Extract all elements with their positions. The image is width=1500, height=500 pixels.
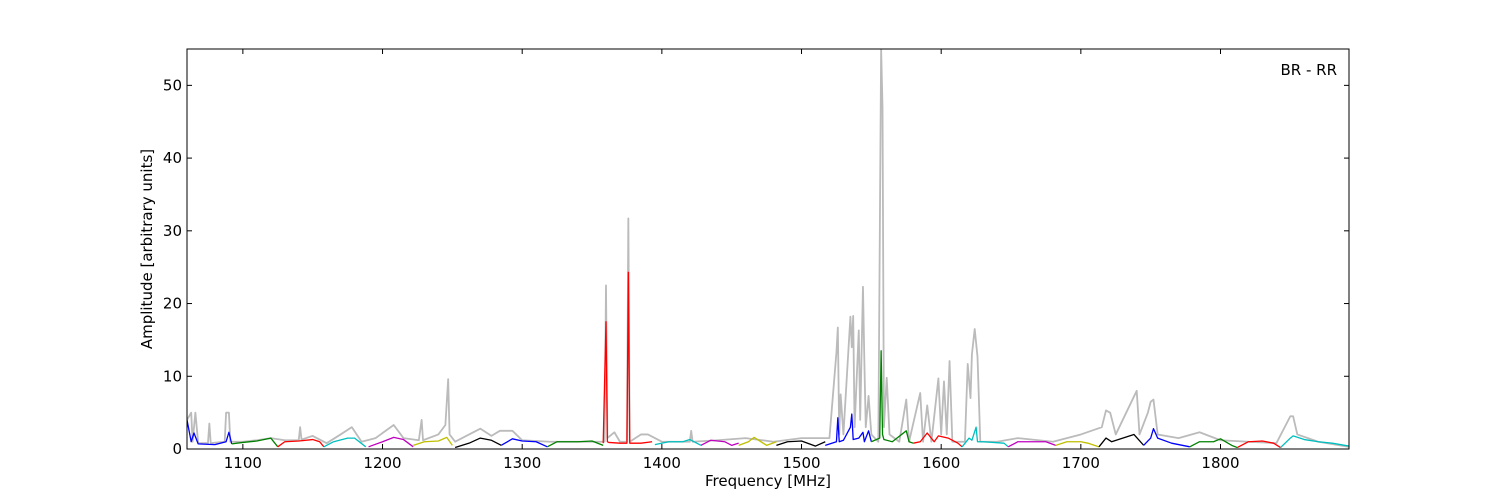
x-tick-label: 1100 <box>224 454 262 472</box>
x-tick-label: 1400 <box>643 454 681 472</box>
y-tick-label: 10 <box>163 367 182 385</box>
series-line <box>187 419 233 446</box>
series-line <box>1189 438 1238 449</box>
series-line <box>738 436 777 447</box>
x-tick-label: 1800 <box>1201 454 1239 472</box>
envelope-line <box>187 49 1349 448</box>
y-tick-label: 30 <box>163 222 182 240</box>
series-line <box>413 436 453 446</box>
series-line <box>231 437 279 448</box>
series-line <box>1098 433 1145 448</box>
series-line <box>500 438 548 448</box>
series-line <box>323 437 367 448</box>
x-tick-label: 1300 <box>503 454 541 472</box>
series-line <box>913 432 963 448</box>
series-line <box>602 271 653 444</box>
series-line <box>1280 435 1349 449</box>
y-tick-label: 20 <box>163 295 182 313</box>
x-tick-label: 1500 <box>782 454 820 472</box>
x-tick-label: 1700 <box>1062 454 1100 472</box>
series-line <box>547 440 604 448</box>
x-tick-label: 1200 <box>363 454 401 472</box>
series-line <box>368 436 414 448</box>
series-line <box>277 438 325 448</box>
y-tick-label: 50 <box>163 76 182 94</box>
annotation: BR - RR <box>1280 61 1337 79</box>
axes-frame <box>186 48 1350 450</box>
x-tick-label: 1600 <box>922 454 960 472</box>
series-line <box>776 440 826 447</box>
series-line <box>961 426 1009 448</box>
plot-area <box>187 49 1349 449</box>
series-line <box>1236 440 1281 449</box>
series-line <box>1143 427 1190 448</box>
series-line <box>1055 441 1100 448</box>
y-tick-label: 0 <box>172 440 182 458</box>
y-tick-label: 40 <box>163 149 182 167</box>
series-line <box>700 439 739 447</box>
series-line <box>454 437 502 449</box>
series-line <box>654 438 702 446</box>
series-line <box>871 350 914 444</box>
series-line <box>825 413 872 446</box>
y-axis-label: Amplitude [arbitrary units] <box>138 149 156 349</box>
x-axis-label: Frequency [MHz] <box>705 472 831 490</box>
series-line <box>1007 441 1056 448</box>
